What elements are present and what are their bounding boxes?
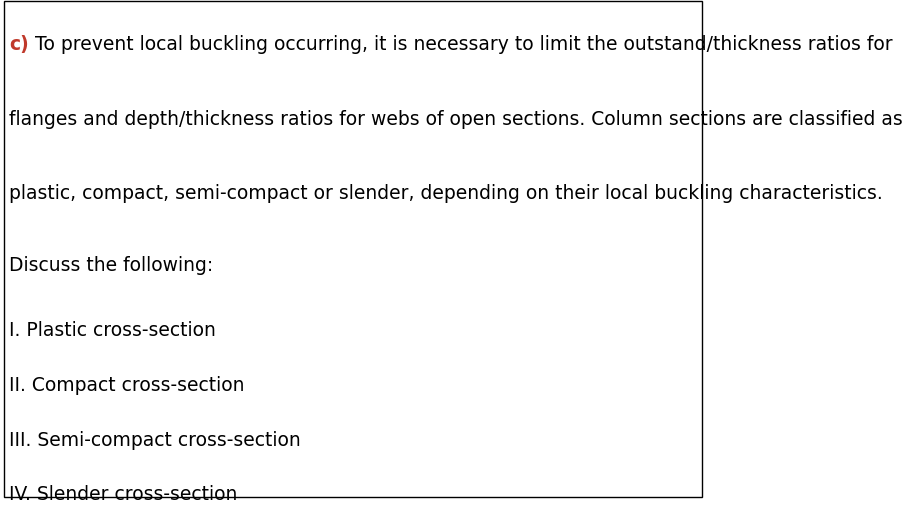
Text: III. Semi-compact cross-section: III. Semi-compact cross-section bbox=[9, 430, 300, 450]
Text: flanges and depth/thickness ratios for webs of open sections. Column sections ar: flanges and depth/thickness ratios for w… bbox=[9, 110, 903, 128]
Text: II. Compact cross-section: II. Compact cross-section bbox=[9, 376, 244, 395]
Text: IV. Slender cross-section: IV. Slender cross-section bbox=[9, 485, 237, 504]
Text: Discuss the following:: Discuss the following: bbox=[9, 257, 214, 275]
Text: plastic, compact, semi-compact or slender, depending on their local buckling cha: plastic, compact, semi-compact or slende… bbox=[9, 184, 883, 203]
Text: To prevent local buckling occurring, it is necessary to limit the outstand/thick: To prevent local buckling occurring, it … bbox=[29, 35, 892, 54]
Text: c): c) bbox=[9, 35, 29, 54]
Text: I. Plastic cross-section: I. Plastic cross-section bbox=[9, 321, 216, 340]
